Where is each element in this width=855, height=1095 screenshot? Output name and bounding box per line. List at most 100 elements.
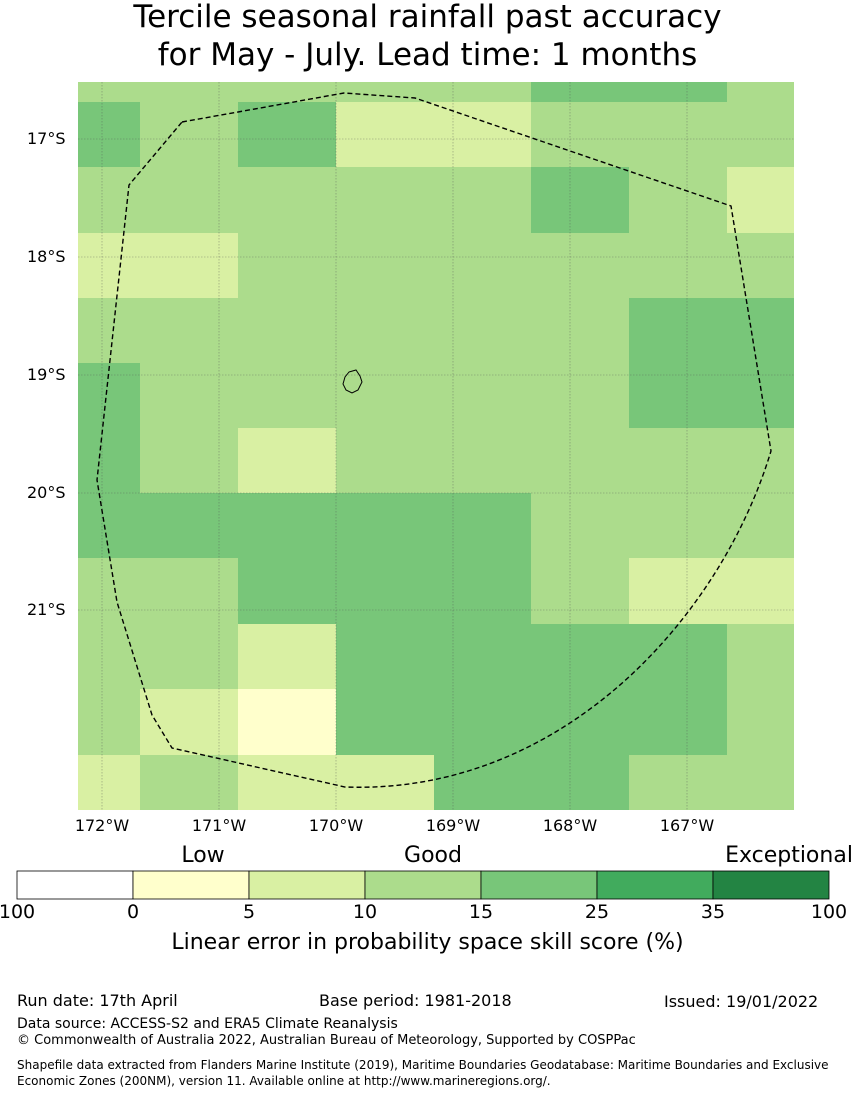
lat-label-17s: 17°S bbox=[27, 129, 66, 148]
grid-cell bbox=[140, 624, 238, 689]
niue-island-outline bbox=[342, 369, 363, 394]
grid-cell bbox=[727, 82, 794, 102]
skill-score-grid bbox=[78, 82, 794, 810]
grid-cell bbox=[336, 363, 434, 428]
colorbar-tick: 35 bbox=[700, 901, 726, 923]
grid-cell bbox=[531, 689, 629, 755]
grid-cell bbox=[434, 233, 531, 298]
legend-category-low: Low bbox=[181, 843, 225, 868]
colorbar-segment bbox=[16, 870, 134, 900]
grid-cell bbox=[78, 363, 140, 428]
grid-cell bbox=[78, 428, 140, 493]
grid-cell bbox=[434, 558, 531, 624]
lon-label-172w: 172°W bbox=[74, 816, 130, 835]
data-source: Data source: ACCESS-S2 and ERA5 Climate … bbox=[17, 1016, 398, 1032]
grid-cell bbox=[238, 755, 336, 810]
grid-cell bbox=[531, 298, 629, 363]
grid-cell bbox=[336, 558, 434, 624]
legend-category-good: Good bbox=[404, 843, 462, 868]
grid-cell bbox=[531, 167, 629, 233]
grid-cell bbox=[629, 298, 727, 363]
colorbar-tick: 0 bbox=[126, 901, 140, 923]
grid-cell bbox=[434, 363, 531, 428]
base-period: Base period: 1981-2018 bbox=[319, 991, 512, 1010]
grid-cell bbox=[140, 298, 238, 363]
lat-label-20s: 20°S bbox=[27, 483, 66, 502]
grid-cell bbox=[336, 82, 434, 102]
colorbar-segment bbox=[248, 870, 366, 900]
lon-label-167w: 167°W bbox=[659, 816, 715, 835]
grid-cell bbox=[727, 298, 794, 363]
colorbar-label: Linear error in probability space skill … bbox=[171, 930, 684, 955]
grid-cell bbox=[140, 755, 238, 810]
grid-cell bbox=[434, 493, 531, 558]
colorbar-tick: 5 bbox=[242, 901, 256, 923]
grid-cell bbox=[238, 167, 336, 233]
grid-cell bbox=[629, 624, 727, 689]
grid-cell bbox=[238, 689, 336, 755]
lon-label-169w: 169°W bbox=[425, 816, 481, 835]
grid-cell bbox=[629, 363, 727, 428]
grid-cell bbox=[78, 233, 140, 298]
grid-cell bbox=[238, 493, 336, 558]
grid-cell bbox=[531, 428, 629, 493]
run-date: Run date: 17th April bbox=[17, 991, 178, 1010]
colorbar-tick: 100 bbox=[0, 901, 36, 923]
grid-cell bbox=[727, 755, 794, 810]
grid-cell bbox=[629, 493, 727, 558]
grid-cell bbox=[78, 167, 140, 233]
grid-cell bbox=[531, 558, 629, 624]
grid-cell bbox=[140, 233, 238, 298]
grid-cell bbox=[629, 167, 727, 233]
grid-cell bbox=[336, 102, 434, 167]
lon-label-171w: 171°W bbox=[191, 816, 247, 835]
grid-cell bbox=[434, 689, 531, 755]
grid-cell bbox=[140, 363, 238, 428]
grid-cell bbox=[434, 624, 531, 689]
grid-cell bbox=[336, 233, 434, 298]
grid-cell bbox=[78, 493, 140, 558]
grid-cell bbox=[78, 624, 140, 689]
grid-cell bbox=[140, 558, 238, 624]
colorbar-tick: 100 bbox=[810, 901, 848, 923]
grid-cell bbox=[727, 558, 794, 624]
grid-cell bbox=[531, 233, 629, 298]
grid-cell bbox=[434, 755, 531, 810]
lat-label-18s: 18°S bbox=[27, 247, 66, 266]
colorbar-segment bbox=[364, 870, 482, 900]
lat-label-19s: 19°S bbox=[27, 365, 66, 384]
grid-cell bbox=[78, 755, 140, 810]
grid-cell bbox=[140, 167, 238, 233]
grid-cell bbox=[140, 428, 238, 493]
grid-cell bbox=[336, 755, 434, 810]
lon-label-168w: 168°W bbox=[542, 816, 598, 835]
grid-cell bbox=[336, 689, 434, 755]
grid-cell bbox=[727, 689, 794, 755]
lon-label-170w: 170°W bbox=[308, 816, 364, 835]
grid-cell bbox=[336, 624, 434, 689]
grid-cell bbox=[727, 363, 794, 428]
grid-cell bbox=[727, 624, 794, 689]
grid-cell bbox=[531, 363, 629, 428]
grid-cell bbox=[531, 102, 629, 167]
grid-cell bbox=[434, 102, 531, 167]
grid-cell bbox=[629, 82, 727, 102]
grid-cell bbox=[78, 558, 140, 624]
grid-cell bbox=[238, 558, 336, 624]
grid-cell bbox=[238, 298, 336, 363]
grid-cell bbox=[531, 755, 629, 810]
grid-cell bbox=[336, 428, 434, 493]
grid-cell bbox=[629, 558, 727, 624]
legend-category-exceptional: Exceptional bbox=[725, 843, 853, 868]
grid-cell bbox=[434, 298, 531, 363]
grid-cell bbox=[727, 167, 794, 233]
colorbar-segment bbox=[480, 870, 598, 900]
grid-cell bbox=[78, 689, 140, 755]
grid-cell bbox=[78, 298, 140, 363]
grid-cell bbox=[238, 102, 336, 167]
legend-colorbar bbox=[16, 870, 830, 900]
grid-cell bbox=[140, 82, 238, 102]
colorbar-segment bbox=[596, 870, 714, 900]
grid-cell bbox=[629, 233, 727, 298]
